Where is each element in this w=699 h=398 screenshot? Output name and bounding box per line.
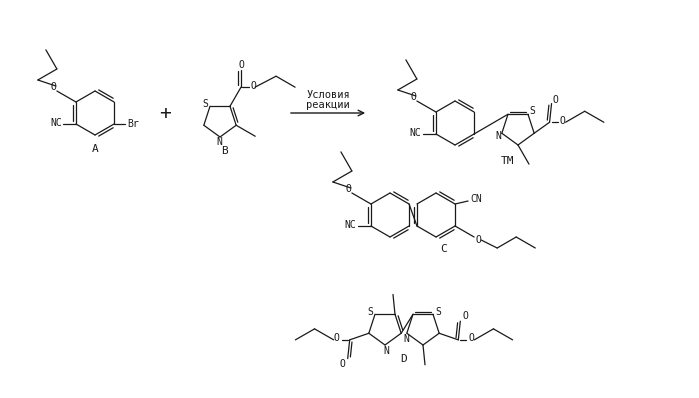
Text: B: B bbox=[222, 146, 229, 156]
Text: +: + bbox=[159, 103, 171, 123]
Text: N: N bbox=[403, 334, 409, 344]
Text: O: O bbox=[468, 333, 474, 343]
Text: O: O bbox=[411, 92, 417, 102]
Text: O: O bbox=[560, 116, 565, 126]
Text: S: S bbox=[529, 106, 535, 116]
Text: S: S bbox=[435, 307, 441, 317]
Text: O: O bbox=[462, 311, 468, 321]
Text: O: O bbox=[340, 359, 345, 369]
Text: NC: NC bbox=[344, 220, 356, 230]
Text: реакции: реакции bbox=[306, 100, 350, 110]
Text: N: N bbox=[495, 131, 500, 141]
Text: Условия: Условия bbox=[306, 90, 350, 100]
Text: S: S bbox=[367, 307, 373, 317]
Text: D: D bbox=[401, 354, 408, 364]
Text: O: O bbox=[346, 184, 352, 194]
Text: NC: NC bbox=[50, 118, 62, 128]
Text: NC: NC bbox=[409, 128, 421, 138]
Text: ТМ: ТМ bbox=[501, 156, 514, 166]
Text: N: N bbox=[216, 137, 222, 147]
Text: S: S bbox=[202, 99, 208, 109]
Text: O: O bbox=[250, 81, 256, 91]
Text: Br: Br bbox=[127, 119, 139, 129]
Text: O: O bbox=[51, 82, 57, 92]
Text: A: A bbox=[92, 144, 99, 154]
Text: N: N bbox=[383, 346, 389, 356]
Text: O: O bbox=[333, 333, 340, 343]
Text: O: O bbox=[475, 235, 481, 245]
Text: C: C bbox=[440, 244, 447, 254]
Text: O: O bbox=[553, 95, 559, 105]
Text: O: O bbox=[238, 60, 244, 70]
Text: CN: CN bbox=[470, 194, 482, 204]
